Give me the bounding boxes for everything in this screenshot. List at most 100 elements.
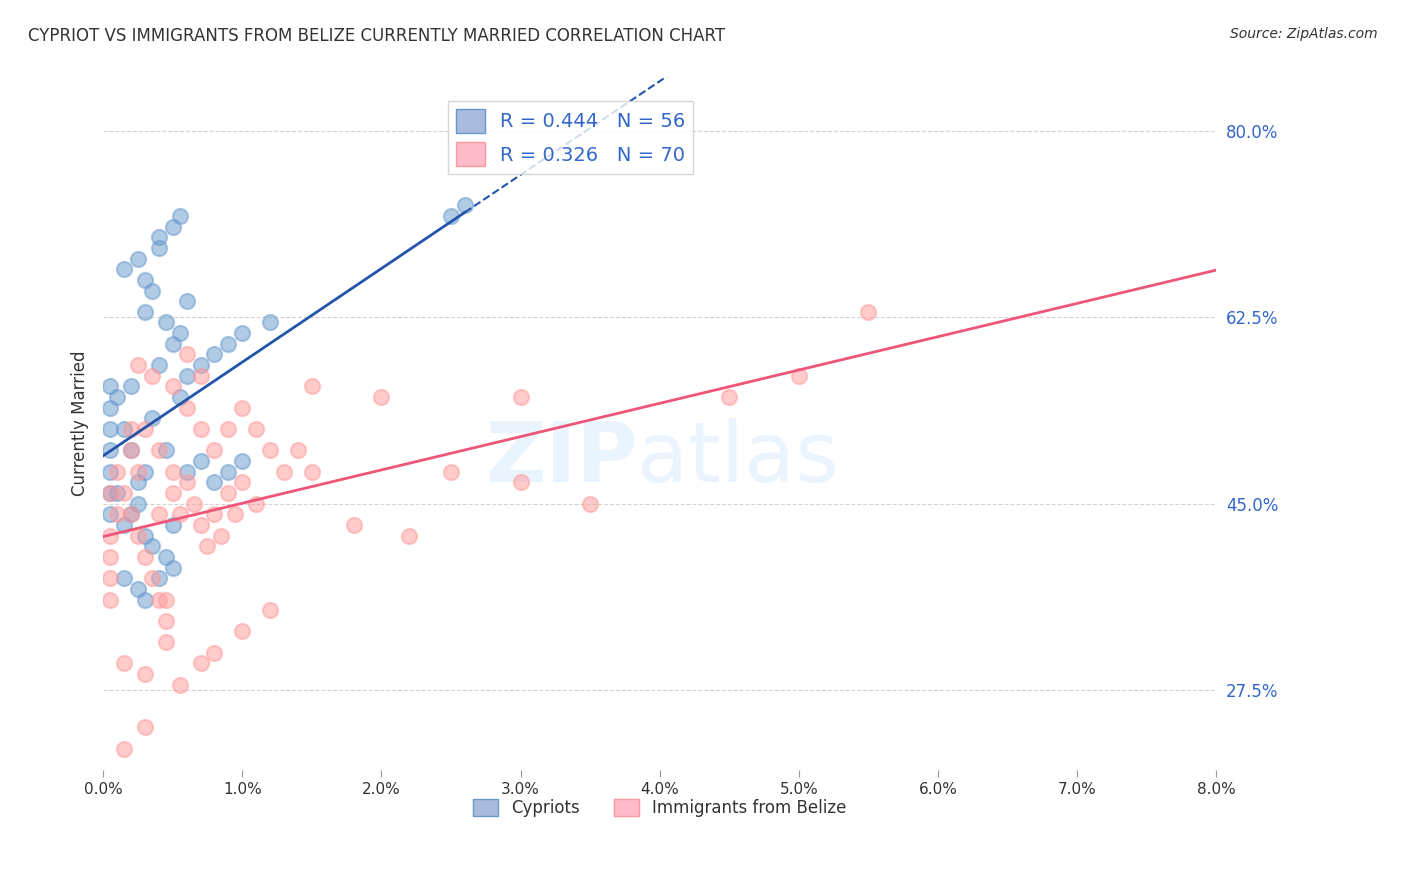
Point: [190, 358, 212, 372]
Point: [98, 571, 121, 585]
Point: [134, 273, 156, 287]
Point: [112, 517, 135, 532]
Point: [98, 422, 121, 436]
Point: [98, 592, 121, 607]
Point: [176, 401, 198, 415]
Point: [141, 368, 163, 383]
Point: [204, 475, 226, 490]
Point: [127, 582, 149, 596]
Point: [718, 390, 741, 404]
Point: [134, 667, 156, 681]
Point: [398, 528, 420, 542]
Point: [112, 486, 135, 500]
Point: [134, 549, 156, 564]
Point: [162, 517, 184, 532]
Point: [169, 209, 191, 223]
Point: [120, 443, 142, 458]
Point: [162, 486, 184, 500]
Text: atlas: atlas: [637, 417, 839, 499]
Point: [190, 517, 212, 532]
Point: [231, 401, 253, 415]
Point: [134, 465, 156, 479]
Point: [134, 528, 156, 542]
Point: [112, 422, 135, 436]
Point: [162, 465, 184, 479]
Point: [217, 465, 239, 479]
Point: [98, 443, 121, 458]
Point: [98, 401, 121, 415]
Point: [127, 497, 149, 511]
Point: [183, 497, 205, 511]
Point: [98, 465, 121, 479]
Point: [197, 539, 219, 553]
Point: [209, 528, 232, 542]
Point: [273, 465, 295, 479]
Point: [148, 358, 170, 372]
Point: [190, 454, 212, 468]
Point: [162, 379, 184, 393]
Point: [231, 454, 253, 468]
Point: [155, 592, 177, 607]
Point: [162, 336, 184, 351]
Point: [155, 549, 177, 564]
Point: [440, 209, 463, 223]
Point: [98, 549, 121, 564]
Point: [98, 486, 121, 500]
Point: [231, 326, 253, 340]
Point: [787, 368, 810, 383]
Point: [245, 422, 267, 436]
Point: [134, 422, 156, 436]
Point: [370, 390, 392, 404]
Point: [148, 230, 170, 244]
Point: [454, 198, 477, 212]
Point: [169, 390, 191, 404]
Point: [204, 347, 226, 361]
Point: [141, 411, 163, 425]
Point: [169, 508, 191, 522]
Point: [105, 486, 128, 500]
Legend: Cypriots, Immigrants from Belize: Cypriots, Immigrants from Belize: [467, 792, 853, 824]
Point: [169, 678, 191, 692]
Point: [112, 571, 135, 585]
Point: [162, 560, 184, 574]
Point: [342, 517, 364, 532]
Point: [127, 358, 149, 372]
Point: [120, 379, 142, 393]
Point: [259, 316, 281, 330]
Point: [231, 475, 253, 490]
Point: [176, 465, 198, 479]
Point: [98, 379, 121, 393]
Point: [155, 635, 177, 649]
Point: [204, 508, 226, 522]
Point: [440, 465, 463, 479]
Point: [98, 486, 121, 500]
Point: [134, 720, 156, 734]
Point: [141, 571, 163, 585]
Point: [120, 508, 142, 522]
Text: CYPRIOT VS IMMIGRANTS FROM BELIZE CURRENTLY MARRIED CORRELATION CHART: CYPRIOT VS IMMIGRANTS FROM BELIZE CURREN…: [28, 27, 725, 45]
Point: [579, 497, 602, 511]
Point: [204, 443, 226, 458]
Point: [148, 571, 170, 585]
Point: [155, 614, 177, 628]
Point: [155, 316, 177, 330]
Point: [120, 443, 142, 458]
Point: [301, 379, 323, 393]
Point: [141, 539, 163, 553]
Point: [155, 443, 177, 458]
Point: [134, 305, 156, 319]
Point: [148, 443, 170, 458]
Point: [176, 294, 198, 309]
Point: [176, 347, 198, 361]
Point: [245, 497, 267, 511]
Point: [105, 508, 128, 522]
Point: [190, 657, 212, 671]
Point: [509, 390, 531, 404]
Point: [217, 486, 239, 500]
Point: [190, 422, 212, 436]
Point: [127, 528, 149, 542]
Point: [162, 219, 184, 234]
Point: [231, 624, 253, 639]
Point: [287, 443, 309, 458]
Point: [259, 603, 281, 617]
